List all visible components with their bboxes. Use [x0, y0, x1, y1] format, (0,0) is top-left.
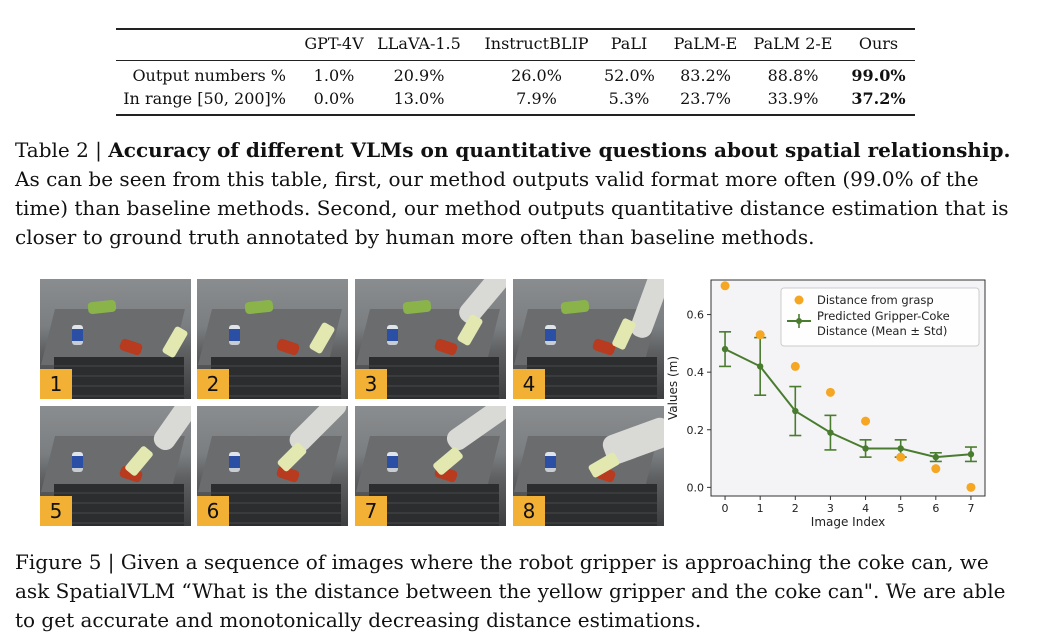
y-tick-label: 0.0: [687, 481, 705, 494]
robot-frame: 6: [197, 406, 348, 526]
x-tick-label: 4: [862, 502, 869, 515]
table-cell: 83.2%: [680, 66, 731, 85]
grasp-distance-point: [755, 330, 765, 340]
table-bottom-rule: [116, 114, 915, 116]
table-mid-rule: [116, 60, 915, 61]
table-cell-best: 99.0%: [851, 66, 906, 85]
frame-number-badge: 6: [197, 496, 229, 526]
robot-frame: 1: [40, 279, 191, 399]
table-cell: 26.0%: [511, 66, 562, 85]
x-tick-label: 3: [827, 502, 834, 515]
table-cell: 0.0%: [313, 89, 355, 108]
y-axis-label: Values (m): [666, 356, 680, 420]
column-header: GPT-4V: [304, 34, 364, 53]
y-tick-label: 0.2: [687, 424, 705, 437]
mean-point: [756, 363, 764, 370]
mean-point: [827, 429, 834, 436]
table-caption-prefix: Table 2 |: [15, 138, 109, 162]
x-tick-label: 1: [757, 502, 764, 515]
x-axis-label: Image Index: [811, 515, 885, 529]
row-label: Output numbers %: [132, 66, 286, 85]
table-row: In range [50, 200]% 0.0% 13.0% 7.9% 5.3%…: [116, 89, 915, 111]
row-label: In range [50, 200]%: [123, 89, 286, 108]
table-cell: 1.0%: [313, 66, 355, 85]
robot-frame: 3: [355, 279, 506, 399]
mean-point: [967, 451, 975, 458]
frame-number-badge: 5: [40, 496, 72, 526]
robot-frame: 8: [513, 406, 664, 526]
robot-frame: 5: [40, 406, 191, 526]
grasp-distance-point: [720, 281, 730, 291]
frame-number-badge: 4: [513, 369, 545, 399]
column-header: LLaVA-1.5: [377, 34, 461, 53]
table-caption-body: As can be seen from this table, first, o…: [15, 167, 1009, 249]
robot-frame: 4: [513, 279, 664, 399]
column-header: PaLM-E: [673, 34, 738, 53]
legend-label: Predicted Gripper-Coke: [817, 309, 950, 323]
grasp-distance-point: [861, 416, 871, 426]
frame-number-badge: 3: [355, 369, 387, 399]
mean-line: [724, 348, 972, 459]
mean-point: [897, 445, 904, 452]
table-cell: 33.9%: [767, 89, 819, 108]
table-cell: 20.9%: [393, 66, 445, 85]
legend-label: Distance from grasp: [817, 293, 934, 307]
mean-point: [932, 453, 940, 461]
grasp-distance-point: [896, 452, 906, 462]
column-header: PaLM 2-E: [753, 34, 833, 53]
plot-frame: [710, 279, 986, 497]
column-header: Ours: [858, 34, 899, 53]
grasp-distance-point: [825, 387, 835, 397]
grasp-distance-point: [966, 482, 976, 492]
frame-number-badge: 7: [355, 496, 387, 526]
legend-label: Distance (Mean ± Std): [817, 324, 947, 338]
mean-point: [862, 445, 869, 452]
robot-frame: 7: [355, 406, 506, 526]
table-cell: 13.0%: [393, 89, 445, 108]
frame-number-badge: 8: [513, 496, 545, 526]
table-cell: 52.0%: [604, 66, 655, 85]
frame-number-badge: 2: [197, 369, 229, 399]
table-cell: 5.3%: [608, 89, 650, 108]
legend-marker-point: [796, 318, 802, 324]
frame-number-badge: 1: [40, 369, 72, 399]
table-cell: 7.9%: [516, 89, 557, 108]
table-cell-best: 37.2%: [851, 89, 906, 108]
x-tick-label: 7: [967, 502, 974, 515]
distance-chart: 0 1 2 3 4 5 6 7 0.0 0.2 0.4 0.6 Image Index Values (m…: [666, 279, 986, 529]
mean-point: [792, 407, 799, 415]
figure-caption: Figure 5 | Given a sequence of images wh…: [15, 550, 1006, 632]
table-header-row: GPT-4V LLaVA-1.5 InstructBLIP PaLI PaLM-…: [116, 34, 915, 56]
x-tick-label: 2: [792, 502, 799, 515]
table-row: Output numbers % 1.0% 20.9% 26.0% 52.0% …: [116, 66, 915, 88]
column-header: InstructBLIP: [484, 34, 589, 53]
table-cell: 88.8%: [767, 66, 819, 85]
table-top-rule: [116, 28, 915, 30]
y-tick-label: 0.4: [687, 366, 705, 379]
y-tick-label: 0.6: [687, 309, 705, 322]
x-tick-label: 6: [932, 502, 939, 515]
grasp-distance-point: [931, 464, 941, 474]
mean-point: [721, 345, 729, 353]
robot-frame: 2: [197, 279, 348, 399]
x-tick-label: 5: [897, 502, 904, 515]
column-header: PaLI: [610, 34, 648, 53]
table-caption-title: Accuracy of different VLMs on quantitati…: [108, 138, 1011, 162]
table-cell: 23.7%: [680, 89, 731, 108]
table-caption: Table 2 | Accuracy of different VLMs on …: [15, 136, 1025, 252]
grasp-distance-point: [790, 361, 800, 371]
x-tick-label: 0: [722, 502, 729, 515]
legend-marker-scatter: [794, 295, 804, 305]
legend-box: [780, 287, 980, 347]
